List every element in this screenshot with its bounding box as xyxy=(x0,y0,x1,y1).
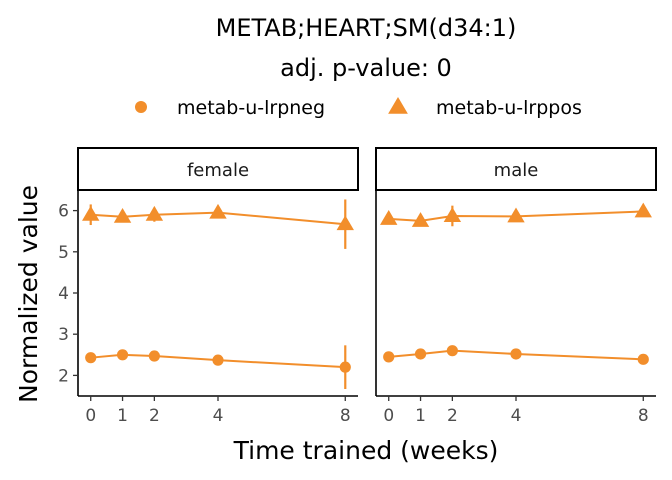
x-tick-label: 2 xyxy=(149,406,160,426)
legend-label: metab-u-lrpneg xyxy=(177,97,325,119)
data-point xyxy=(414,348,427,360)
facet-strip-label: female xyxy=(187,160,249,181)
chart-title: METAB;HEART;SM(d34:1) xyxy=(216,14,517,42)
facet-strip xyxy=(375,147,657,191)
y-tick-label: 6 xyxy=(58,202,69,222)
data-point xyxy=(209,203,227,219)
facet-strip xyxy=(77,147,359,191)
data-point xyxy=(82,205,100,221)
data-point xyxy=(507,207,525,223)
chart-subtitle: adj. p-value: 0 xyxy=(280,54,452,82)
data-point xyxy=(148,350,160,362)
data-point xyxy=(336,215,354,231)
data-point xyxy=(113,207,132,223)
x-tick-label: 4 xyxy=(511,406,522,426)
x-tick-label: 1 xyxy=(415,406,426,426)
data-point xyxy=(212,354,224,366)
series-metab-u-lrpneg xyxy=(383,345,649,365)
x-tick-label: 0 xyxy=(383,406,394,426)
data-point xyxy=(446,345,458,357)
data-point xyxy=(145,205,164,221)
facet-strip-label: male xyxy=(494,160,539,181)
facet-panel-female: female 0 1 2 4 8 2 3 4 5 6 xyxy=(58,147,359,426)
data-point xyxy=(383,351,395,363)
x-tick-label: 1 xyxy=(117,406,128,426)
data-point xyxy=(637,353,649,365)
legend-item: metab-u-lrppos xyxy=(388,96,582,119)
legend-circle-marker xyxy=(135,101,147,113)
x-tick-label: 2 xyxy=(447,406,458,426)
legend-item: metab-u-lrpneg xyxy=(135,97,325,119)
facet-panel-male: male 0 1 2 4 8 xyxy=(375,147,657,426)
data-point xyxy=(116,349,129,361)
y-tick-label: 3 xyxy=(58,325,69,345)
legend: metab-u-lrpneg metab-u-lrppos xyxy=(135,96,582,119)
data-point xyxy=(510,348,522,360)
legend-label: metab-u-lrppos xyxy=(436,97,582,119)
x-tick-label: 8 xyxy=(638,406,649,426)
series-metab-u-lrpneg xyxy=(85,345,351,389)
legend-triangle-marker xyxy=(388,96,408,114)
series-metab-u-lrppos xyxy=(82,199,354,249)
data-point xyxy=(339,361,351,373)
x-tick-label: 4 xyxy=(213,406,224,426)
x-tick-label: 0 xyxy=(85,406,96,426)
data-point xyxy=(443,207,462,222)
data-point xyxy=(634,202,652,218)
data-point xyxy=(380,210,398,225)
data-point xyxy=(85,352,97,364)
series-metab-u-lrppos xyxy=(380,202,652,227)
data-point xyxy=(411,212,430,227)
x-tick-label: 8 xyxy=(340,406,351,426)
y-tick-label: 5 xyxy=(58,243,69,263)
y-axis-title: Normalized value xyxy=(14,185,43,403)
y-tick-label: 2 xyxy=(58,366,69,386)
y-tick-label: 4 xyxy=(58,284,69,304)
x-axis-title: Time trained (weeks) xyxy=(233,436,499,465)
